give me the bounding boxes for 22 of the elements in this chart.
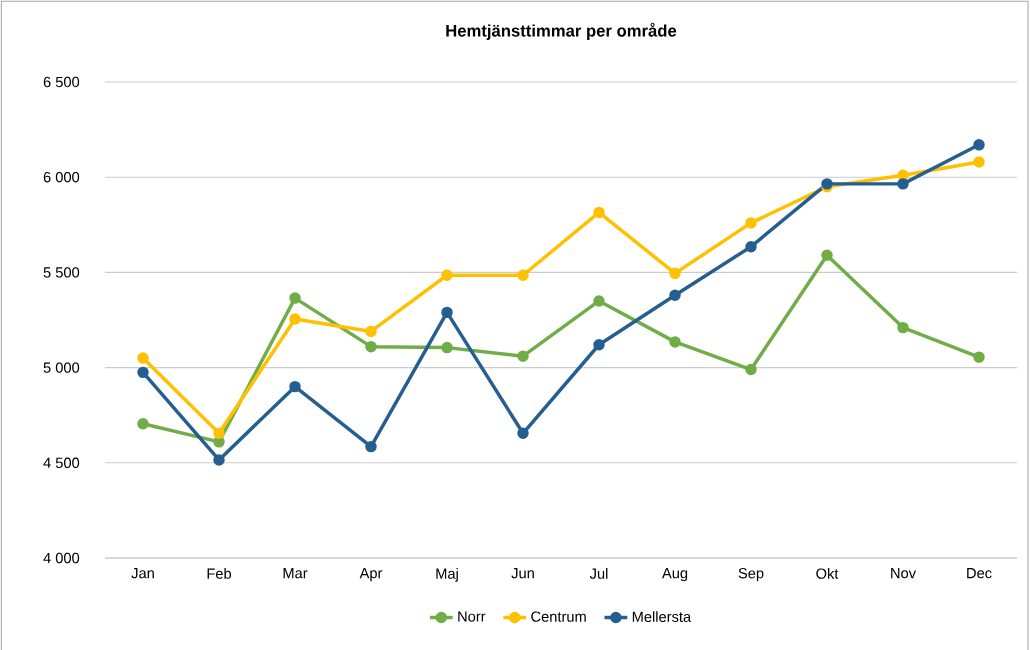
x-tick-label: Nov xyxy=(891,568,916,579)
y-tick-label: 5 500 xyxy=(43,267,80,278)
x-tick-label: Dec xyxy=(967,568,992,579)
legend-label: Centrum xyxy=(531,611,586,622)
y-tick-label: 6 500 xyxy=(43,76,80,88)
x-tick-label: Jan xyxy=(131,568,154,579)
chart-title: Hemtjänsttimmar per område xyxy=(446,22,677,40)
y-tick-label: 4 500 xyxy=(43,457,80,468)
x-tick-label: Maj xyxy=(436,568,458,582)
x-tick-label: Feb xyxy=(207,568,232,579)
x-tick-label: Jul xyxy=(589,568,608,579)
x-tick-label: Mar xyxy=(283,568,308,579)
x-tick-label: Aug xyxy=(661,568,688,582)
legend-label: Mellersta xyxy=(632,611,692,622)
x-tick-label: Jun xyxy=(511,568,534,579)
x-tick-label: Okt xyxy=(816,568,839,579)
legend-label: Norr xyxy=(458,611,486,622)
x-tick-label: Sep xyxy=(738,568,764,582)
y-tick-label: 4 000 xyxy=(43,552,80,564)
x-tick-label: Apr xyxy=(359,568,383,582)
y-tick-label: 5 000 xyxy=(43,362,80,373)
y-tick-label: 6 000 xyxy=(43,172,80,183)
